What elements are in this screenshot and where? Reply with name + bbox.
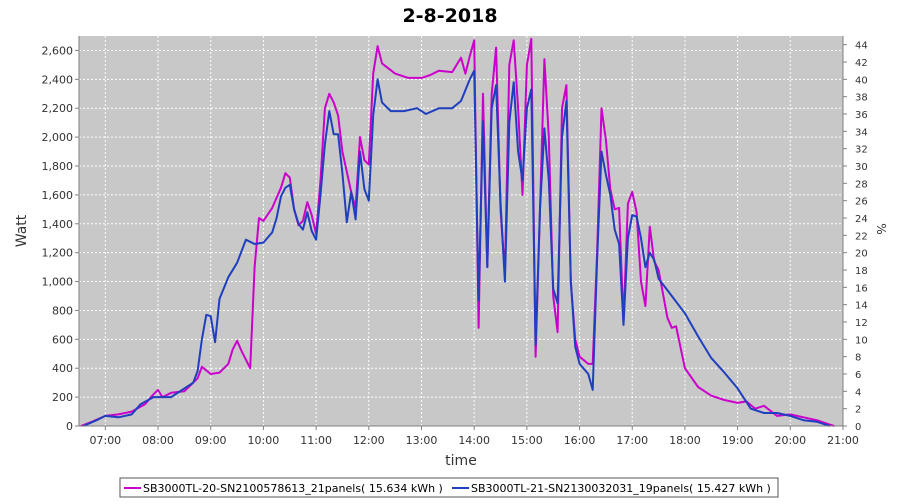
x-axis: 07:00 08:00 09:00 10:00 11:00 12:00 13:00 14:00… — [89, 426, 859, 447]
y2-tick-label: 18 — [855, 266, 868, 277]
legend: SB3000TL-20-SN2100578613_21panels( 15.63… — [119, 477, 779, 498]
x-tick-label: 08:00 — [142, 434, 174, 447]
y-tick-label: 1,000 — [42, 276, 74, 289]
y2-tick-label: 20 — [855, 249, 868, 260]
x-tick-label: 13:00 — [406, 434, 438, 447]
y-tick-label: 1,600 — [42, 189, 74, 202]
plot-area — [79, 36, 843, 426]
x-tick-label: 10:00 — [248, 434, 280, 447]
y2-tick-label: 8 — [855, 353, 861, 364]
y2-tick-label: 36 — [855, 110, 868, 121]
y-tick-label: 2,000 — [42, 131, 74, 144]
x-axis-title: time — [445, 453, 477, 469]
y-tick-label: 0 — [66, 420, 73, 433]
x-tick-label: 18:00 — [669, 434, 701, 447]
y2-tick-label: 2 — [855, 405, 861, 416]
x-tick-label: 15:00 — [511, 434, 543, 447]
x-tick-label: 20:00 — [774, 434, 806, 447]
x-tick-label: 11:00 — [300, 434, 332, 447]
y-tick-label: 1,800 — [42, 160, 74, 173]
chart-title: 2-8-2018 — [402, 5, 497, 27]
y-axis: 0 200 400 600 800 1,000 1,200 1,400 1,600 1,800 2,… — [42, 44, 79, 433]
series-line-2 — [82, 69, 831, 427]
y-tick-label: 400 — [52, 362, 73, 375]
x-tick-label: 16:00 — [564, 434, 596, 447]
y-tick-label: 2,200 — [42, 102, 74, 115]
y-tick-label: 1,400 — [42, 218, 74, 231]
x-tick-label: 17:00 — [616, 434, 648, 447]
x-tick-label: 21:00 — [827, 434, 859, 447]
y2-tick-label: 44 — [855, 41, 868, 52]
y2-tick-label: 30 — [855, 162, 868, 173]
y2-axis: 0246810121416182022242628303234363840424… — [843, 41, 868, 433]
y2-tick-label: 40 — [855, 75, 868, 86]
y2-tick-label: 6 — [855, 370, 861, 381]
y2-tick-label: 10 — [855, 335, 868, 346]
y-tick-label: 2,400 — [42, 73, 74, 86]
y2-axis-title: % — [874, 223, 888, 234]
y2-tick-label: 22 — [855, 231, 868, 242]
grid-lines — [79, 36, 844, 427]
y2-tick-label: 16 — [855, 283, 868, 294]
y2-tick-label: 26 — [855, 197, 868, 208]
y2-tick-label: 34 — [855, 127, 868, 138]
y-tick-label: 200 — [52, 391, 73, 404]
y2-tick-label: 0 — [855, 422, 861, 433]
y2-tick-label: 4 — [855, 387, 861, 398]
legend-label-2: SB3000TL-21-SN2130032031_19panels( 15.42… — [471, 482, 771, 495]
x-tick-label: 07:00 — [89, 434, 121, 447]
x-tick-label: 09:00 — [195, 434, 227, 447]
series-lines — [80, 37, 835, 427]
y2-tick-label: 32 — [855, 145, 868, 156]
y-tick-label: 600 — [52, 333, 73, 346]
legend-box — [119, 477, 779, 498]
x-tick-label: 19:00 — [722, 434, 754, 447]
y2-tick-label: 24 — [855, 214, 868, 225]
y2-tick-label: 38 — [855, 93, 868, 104]
x-tick-label: 12:00 — [353, 434, 385, 447]
legend-label-1: SB3000TL-20-SN2100578613_21panels( 15.63… — [143, 482, 443, 495]
y-tick-label: 1,200 — [42, 247, 74, 260]
y2-tick-label: 42 — [855, 58, 868, 69]
y-tick-label: 800 — [52, 304, 73, 317]
y-tick-label: 2,600 — [42, 44, 74, 57]
y2-tick-label: 14 — [855, 301, 868, 312]
x-tick-label: 14:00 — [458, 434, 490, 447]
y2-tick-label: 28 — [855, 179, 868, 190]
y2-tick-label: 12 — [855, 318, 868, 329]
y-axis-title: Watt — [14, 214, 30, 247]
